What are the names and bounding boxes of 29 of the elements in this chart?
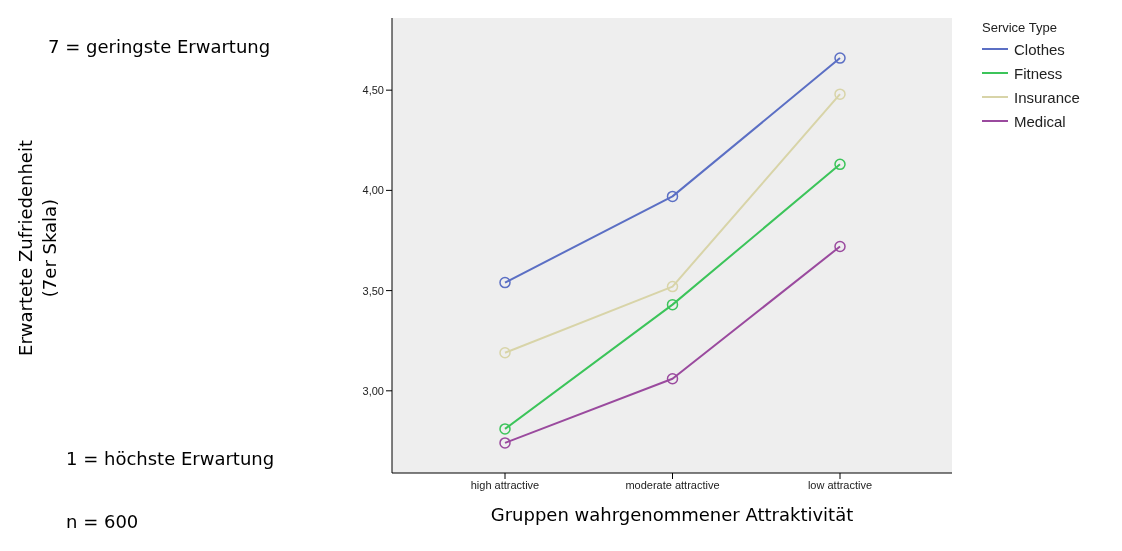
text: 1 = höchste Erwartung <box>66 448 275 469</box>
point <box>499 276 511 289</box>
legend-label: Insurance <box>1014 88 1080 106</box>
text: Erwartete Zufriedenheit (7er Skala) <box>14 140 61 356</box>
point <box>834 52 846 64</box>
point <box>499 437 511 449</box>
point <box>666 373 679 385</box>
x-tick-label: moderate attractive <box>625 478 720 491</box>
legend-title: Service Type <box>982 20 1058 35</box>
text: 7 = geringste Erwartung <box>48 36 271 57</box>
x-tick-label: high attractive <box>470 478 540 491</box>
point <box>666 298 679 311</box>
point <box>666 190 679 203</box>
y-tick-label: 4,00 <box>362 184 384 197</box>
point <box>834 88 846 100</box>
legend-label: Clothes <box>1014 40 1065 58</box>
legend-label: Medical <box>1014 112 1066 130</box>
y-tick-label: 3,00 <box>362 384 384 397</box>
point <box>499 346 511 359</box>
point <box>499 423 511 435</box>
y-tick-label: 3,50 <box>362 284 384 297</box>
text: n = 600 <box>66 511 139 532</box>
legend-label: Fitness <box>1014 64 1063 82</box>
x-axis-title: Gruppen wahrgenommener Attraktivität <box>489 504 855 525</box>
point <box>834 158 846 171</box>
x-tick-label: low attractive <box>807 478 873 491</box>
y-tick-label: 4,50 <box>362 84 384 97</box>
point <box>834 240 846 253</box>
point <box>666 280 679 293</box>
